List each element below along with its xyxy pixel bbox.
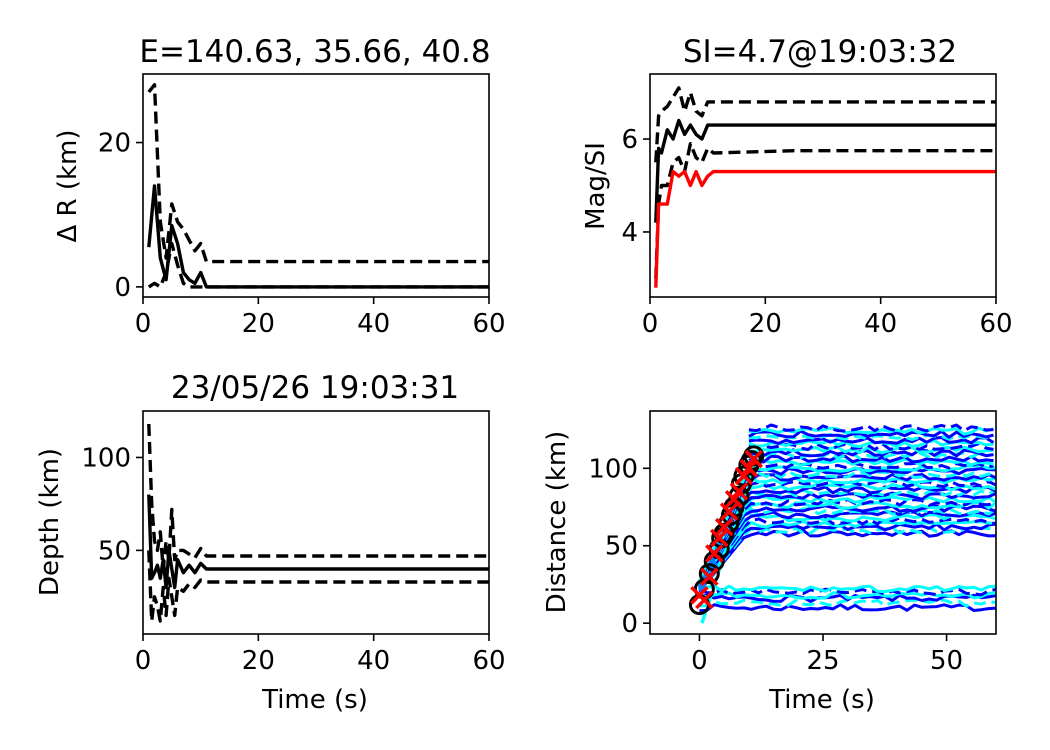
title-mag-si: SI=4.7@19:03:32: [683, 34, 957, 70]
x-tick-label: 40: [357, 309, 390, 339]
series-group: [147, 423, 489, 623]
series-line: [654, 141, 996, 279]
distance-track: [748, 429, 994, 439]
distance-track: [748, 436, 995, 445]
distance-track: [748, 461, 994, 470]
y-tick-label: 50: [98, 536, 131, 566]
x-tick-label: 50: [930, 646, 963, 676]
distance-track: [698, 522, 996, 592]
pick-circle-marker: [698, 563, 720, 585]
pick-cross-marker: [744, 449, 764, 469]
x-tick-label: 0: [642, 309, 659, 339]
panel-depth: 23/05/26 19:03:31 Depth (km) Time (s) 0 2…: [35, 370, 506, 715]
x-tick-label: 20: [749, 309, 782, 339]
series-group: [688, 423, 996, 624]
pick-cross-marker: [709, 528, 729, 548]
ylabel-mag-si: Mag/SI: [581, 142, 611, 230]
plot-area-mag-si: 0 20 40 60 4 6: [621, 73, 1013, 339]
y-tick-label: 100: [588, 454, 638, 484]
x-tick-label: 0: [691, 646, 708, 676]
ylabel-distance: Distance (km): [542, 431, 572, 614]
distance-track: [699, 584, 996, 594]
plot-area-depth: 0 20 40 60 50 100: [81, 410, 506, 676]
y-tick-label: 100: [81, 443, 131, 473]
x-tick-label: 20: [242, 646, 275, 676]
series-line: [147, 423, 489, 571]
distance-track: [698, 510, 996, 590]
distance-track: [698, 494, 996, 587]
series-line: [147, 83, 489, 264]
xlabel-distance: Time (s): [768, 685, 875, 715]
series-group: [654, 86, 996, 288]
distance-track: [748, 448, 994, 458]
y-tick-label: 0: [114, 273, 131, 303]
distance-track: [748, 454, 994, 464]
series-line: [654, 118, 996, 223]
x-tick-label: 60: [979, 309, 1012, 339]
title-depth: 23/05/26 19:03:31: [171, 370, 459, 406]
panel-delta-r: E=140.63, 35.66, 40.8 Δ R (km) 0 20 40 60 0 2…: [53, 34, 506, 339]
title-delta-r: E=140.63, 35.66, 40.8: [139, 34, 490, 70]
pick-cross-marker: [729, 482, 749, 501]
x-tick-label: 0: [135, 646, 152, 676]
pick-cross-marker: [719, 502, 739, 521]
plot-area-distance: 0 25 50 0 50 100: [588, 410, 997, 676]
pick-cross-marker: [739, 459, 759, 478]
x-tick-label: 20: [242, 309, 275, 339]
series-line: [147, 184, 489, 289]
panel-mag-si: SI=4.7@19:03:32 Mag/SI 0 20 40 60 4 6: [581, 34, 1013, 339]
distance-track: [699, 603, 996, 613]
axes-frame: [142, 410, 490, 635]
pick-cross-marker: [700, 567, 719, 586]
pick-cross-marker: [695, 590, 714, 610]
pick-cross-marker: [705, 544, 724, 563]
y-tick-label: 4: [621, 218, 638, 248]
series-line: [654, 86, 996, 163]
axes-frame: [142, 73, 490, 298]
xlabel-depth: Time (s): [261, 685, 368, 715]
series-line: [147, 550, 489, 623]
series-line: [654, 169, 996, 288]
y-tick-label: 20: [98, 129, 131, 159]
distance-track: [699, 590, 996, 600]
series-line: [147, 494, 489, 590]
x-tick-label: 60: [472, 309, 505, 339]
distance-track: [698, 504, 996, 589]
panel-distance: Distance (km) Time (s) 0 25 50 0 50 100: [542, 410, 997, 715]
ylabel-depth: Depth (km): [35, 448, 65, 596]
axes-frame: [649, 73, 997, 298]
x-tick-label: 0: [135, 309, 152, 339]
y-tick-label: 6: [621, 125, 638, 155]
ylabel-delta-r: Δ R (km): [53, 129, 83, 242]
series-line: [147, 241, 489, 289]
x-tick-label: 25: [806, 646, 839, 676]
plot-area-delta-r: 0 20 40 60 0 20: [98, 73, 506, 339]
x-tick-label: 40: [357, 646, 390, 676]
distance-track: [698, 500, 996, 588]
y-tick-label: 0: [621, 609, 638, 639]
distance-track: [698, 516, 996, 591]
distance-track: [748, 423, 994, 433]
distance-track: [698, 528, 996, 593]
x-tick-label: 60: [472, 646, 505, 676]
distance-track: [748, 457, 994, 467]
pick-cross-marker: [714, 517, 734, 537]
series-group: [147, 83, 489, 289]
y-tick-label: 50: [605, 532, 638, 562]
x-tick-label: 40: [864, 309, 897, 339]
